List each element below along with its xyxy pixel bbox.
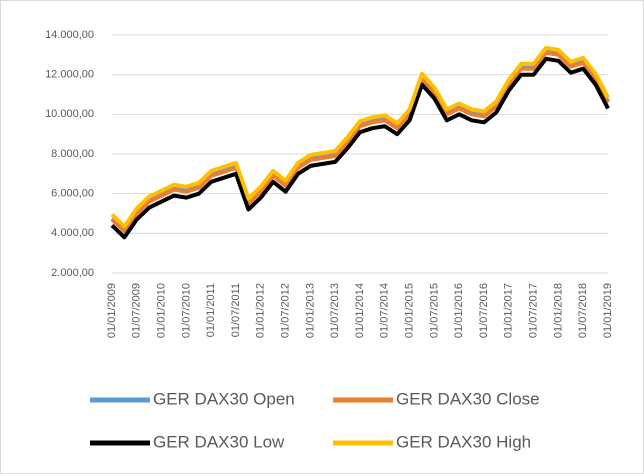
legend-label: GER DAX30 Open <box>153 389 295 408</box>
x-tick-label: 01/07/2014 <box>379 283 391 338</box>
x-tick-label: 01/01/2018 <box>552 283 564 338</box>
y-tick-label: 2.000,00 <box>51 267 94 279</box>
x-tick-label: 01/01/2012 <box>255 283 267 338</box>
x-tick-label: 01/01/2016 <box>453 283 465 338</box>
x-tick-label: 01/01/2010 <box>156 283 168 338</box>
x-tick-label: 01/07/2015 <box>428 283 440 338</box>
series-line <box>110 50 610 234</box>
x-tick-label: 01/07/2017 <box>528 283 540 338</box>
y-tick-label: 4.000,00 <box>51 227 94 239</box>
x-tick-label: 01/07/2013 <box>329 283 341 338</box>
series-line <box>110 56 610 240</box>
x-tick-label: 01/07/2011 <box>230 283 242 337</box>
x-tick-label: 01/01/2017 <box>503 283 515 338</box>
x-tick-label: 01/07/2018 <box>577 283 589 338</box>
series-line <box>110 45 610 229</box>
y-tick-label: 10.000,00 <box>45 108 94 120</box>
y-tick-label: 12.000,00 <box>45 69 94 81</box>
x-tick-label: 01/01/2011 <box>205 283 217 337</box>
legend-label: GER DAX30 Low <box>153 432 285 451</box>
x-tick-label: 01/07/2009 <box>131 283 143 338</box>
y-tick-label: 8.000,00 <box>51 148 94 160</box>
x-tick-label: 01/07/2016 <box>478 283 490 338</box>
x-tick-label: 01/07/2012 <box>280 283 292 338</box>
x-tick-label: 01/01/2013 <box>304 283 316 338</box>
legend-label: GER DAX30 Close <box>396 389 540 408</box>
y-tick-label: 6.000,00 <box>51 188 94 200</box>
x-tick-label: 01/01/2015 <box>404 283 416 338</box>
x-tick-label: 01/01/2009 <box>106 283 118 338</box>
x-tick-label: 01/01/2019 <box>602 283 614 338</box>
legend-label: GER DAX30 High <box>396 432 531 451</box>
x-tick-label: 01/07/2010 <box>180 283 192 338</box>
y-tick-label: 14.000,00 <box>45 29 94 41</box>
x-tick-label: 01/01/2014 <box>354 283 366 338</box>
